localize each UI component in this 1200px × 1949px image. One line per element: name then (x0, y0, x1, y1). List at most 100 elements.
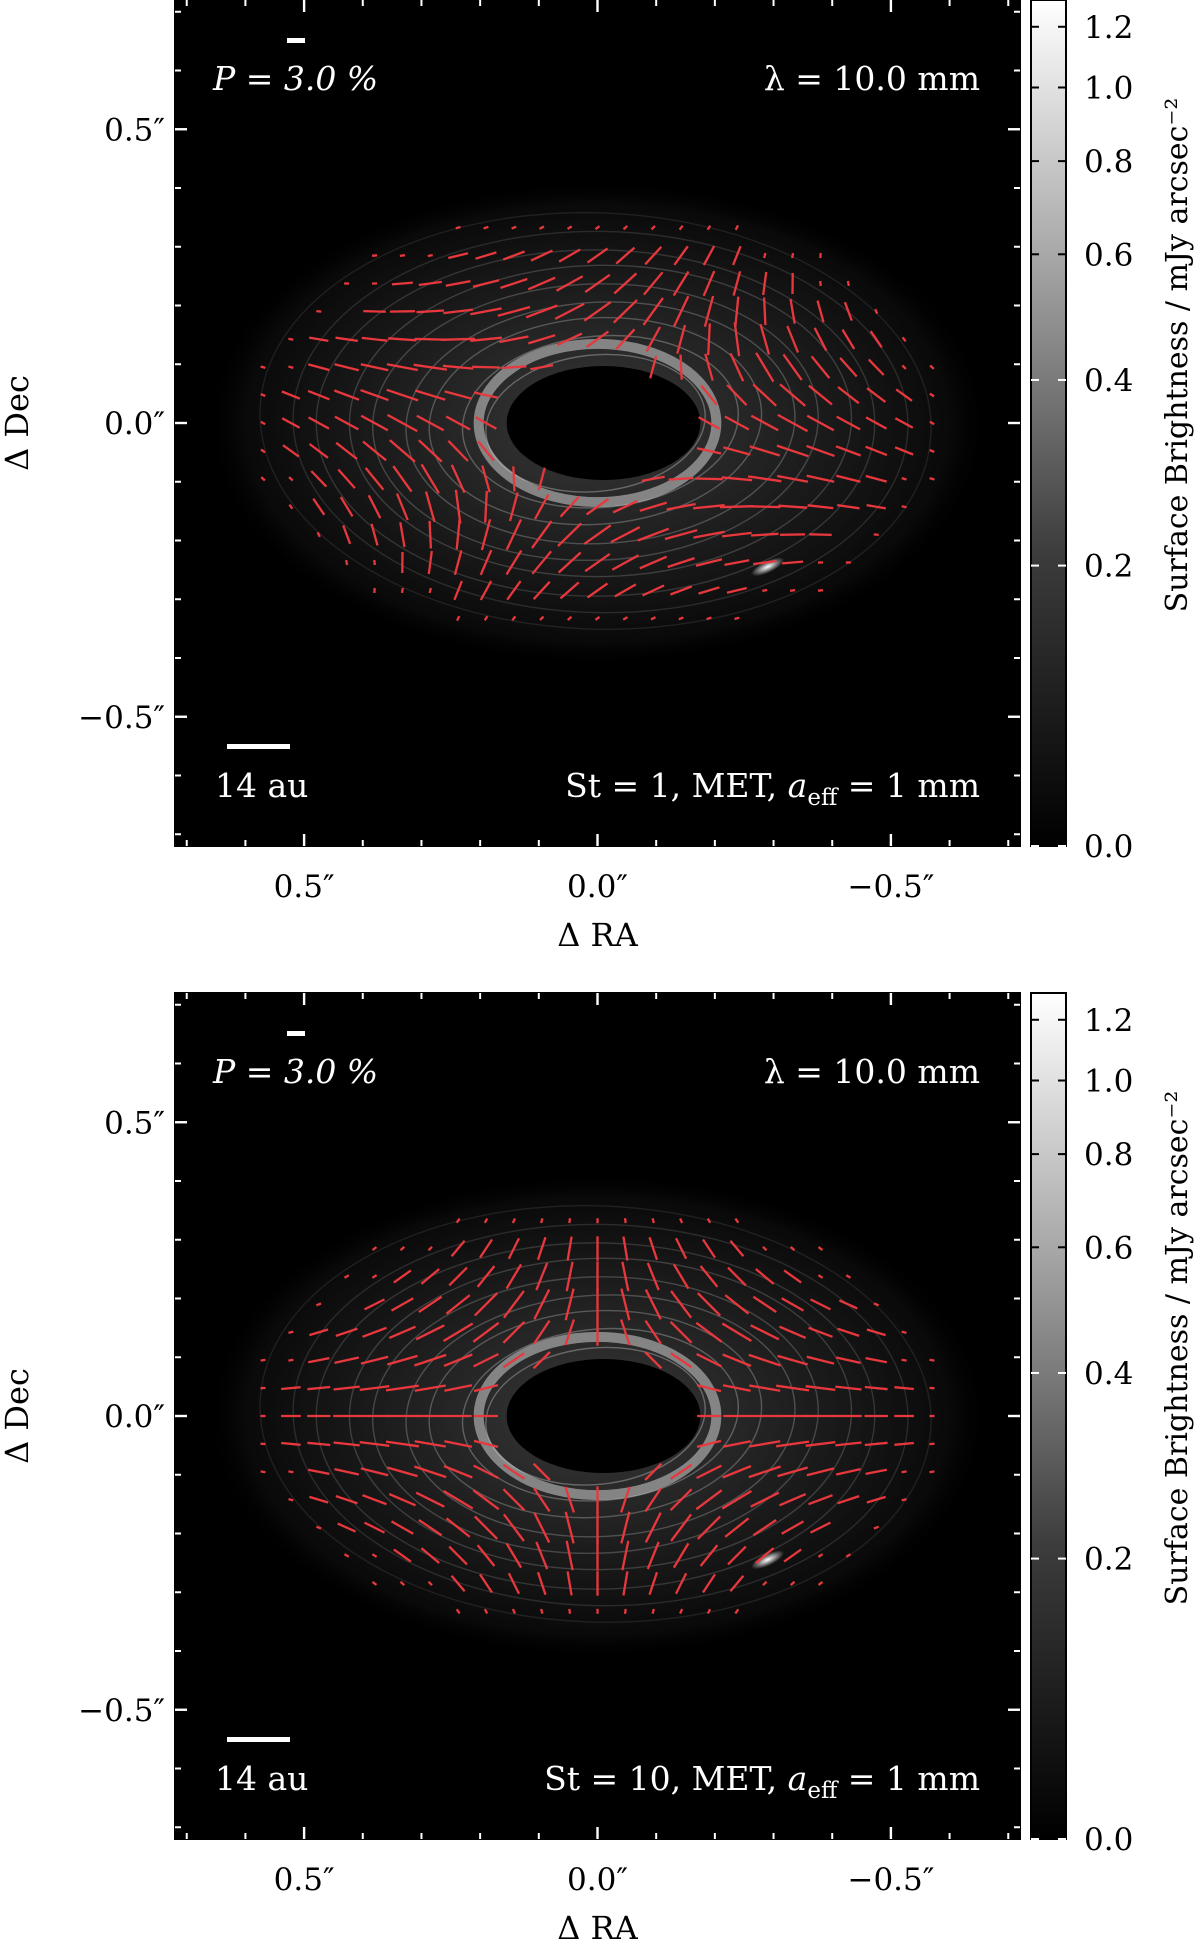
polarization-vector (334, 1356, 360, 1365)
polarization-vector (448, 1545, 468, 1566)
polarization-vector (260, 420, 266, 426)
polarization-vector (385, 1440, 419, 1448)
polarization-vector (865, 1468, 888, 1476)
polarization-vector (511, 615, 517, 622)
polarization-vector (865, 474, 887, 483)
polarization-vector (837, 1495, 860, 1505)
polarization-vector (817, 589, 824, 592)
polarization-vector (755, 1268, 775, 1285)
polarization-vector (901, 1358, 907, 1362)
polarization-vector (613, 272, 638, 295)
polarization-vector (444, 390, 472, 400)
polarization-vector (805, 1440, 836, 1447)
polarization-vector (669, 1488, 693, 1512)
polarization-vector (722, 1440, 751, 1448)
polarization-vector (371, 1553, 378, 1558)
polarization-vector (530, 249, 553, 262)
polarization-vector (615, 246, 636, 265)
polarization-vector (316, 531, 321, 538)
polarization-vector (539, 1217, 544, 1224)
polarization-vector (483, 615, 489, 622)
polarization-vector (399, 1580, 406, 1586)
polarization-vector (556, 332, 583, 347)
polarization-vector (501, 365, 527, 370)
polarization-vector (750, 532, 779, 537)
polarization-vector (531, 550, 552, 575)
polarization-vector (535, 1262, 549, 1291)
polarization-vectors (260, 224, 935, 622)
polarization-vector (308, 363, 330, 372)
x-tick-label: 0.0″ (567, 869, 628, 905)
polarization-vector (427, 1580, 433, 1587)
disk-ring (461, 334, 740, 509)
polarization-vector (335, 441, 358, 460)
polarization-vector (388, 1325, 416, 1339)
polarization-vector (777, 413, 809, 433)
polarization-vector (621, 1261, 630, 1292)
polarization-vector (386, 388, 419, 402)
disk-image (204, 179, 991, 667)
polarization-vector (288, 1358, 294, 1362)
polarization-vector (612, 499, 639, 514)
polarization-vector (699, 1265, 719, 1288)
polarization-vector (664, 529, 698, 541)
polarization-vector (335, 1327, 358, 1337)
polarization-vector (413, 363, 448, 371)
y-tick-label: 0.0″ (104, 406, 165, 442)
polarization-vector (642, 584, 665, 597)
x-tick-label: −0.5″ (847, 1862, 934, 1898)
polarization-vector (455, 519, 461, 550)
polarization-vector (808, 384, 833, 406)
colorbar-tick-label: 0.0 (1084, 1822, 1133, 1858)
polarization-reference-bar (287, 1031, 305, 1036)
polarization-vector (260, 365, 266, 370)
polarization-vector (527, 276, 556, 291)
polarization-vector (288, 337, 294, 341)
polarization-vector (678, 616, 684, 621)
polarization-vector (364, 467, 385, 491)
polarization-vector (783, 1269, 802, 1284)
x-tick-label: 0.5″ (274, 869, 335, 905)
polarization-vector (414, 389, 446, 401)
polarization-vector (707, 323, 711, 356)
polarization-vector (836, 474, 861, 483)
polarization-vector (610, 526, 641, 544)
polarization-vector (475, 416, 497, 430)
x-axis-label: Δ RA (557, 1909, 638, 1947)
polarization-vector (752, 1519, 777, 1537)
polarization-vector (750, 1491, 780, 1508)
x-axis-label: Δ RA (557, 916, 638, 954)
polarization-vector (706, 224, 712, 231)
polarization-vector (841, 329, 856, 350)
polarization-vector (554, 302, 585, 320)
disk-ring (405, 1294, 796, 1538)
polarization-vector (622, 616, 629, 621)
polarization-vector (388, 337, 417, 342)
polarization-vector (507, 1572, 521, 1595)
polarization-vector (674, 1237, 688, 1260)
polarization-annotation: P = 3.0 % (212, 59, 378, 98)
polarization-vector (721, 1322, 752, 1342)
polarization-vector (806, 414, 835, 432)
polarization-vector (362, 440, 387, 462)
polarization-vector (390, 1297, 414, 1312)
polarization-vector (533, 1512, 551, 1544)
polarization-vector (448, 252, 469, 260)
polarization-vector (866, 387, 887, 403)
colorbar-tick-label: 1.0 (1084, 70, 1133, 106)
polarization-vector (839, 357, 858, 378)
polarization-vector (762, 297, 767, 326)
polarization-vector (334, 363, 359, 372)
polarization-vector (835, 445, 862, 457)
polarization-vector (873, 533, 879, 537)
polarization-vector (748, 1465, 781, 1479)
scale-bar-label: 14 au (215, 766, 308, 805)
polarization-vector (533, 1487, 551, 1513)
polarization-vector (559, 496, 580, 518)
polarization-vector (455, 225, 461, 230)
polarization-vector (734, 1217, 740, 1224)
polarization-vector (444, 1384, 473, 1392)
polarization-vector (359, 1440, 390, 1447)
polarization-vector (696, 1352, 722, 1368)
polarization-vector (566, 1571, 573, 1596)
